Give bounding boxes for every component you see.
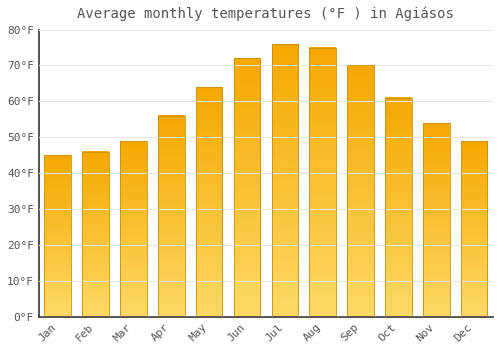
Bar <box>423 123 450 317</box>
Bar <box>44 155 71 317</box>
Bar <box>310 48 336 317</box>
Bar <box>348 65 374 317</box>
Bar <box>272 44 298 317</box>
Bar <box>120 141 146 317</box>
Bar <box>196 87 222 317</box>
Bar <box>234 58 260 317</box>
Bar <box>385 98 411 317</box>
Bar <box>82 152 109 317</box>
Bar <box>158 116 184 317</box>
Bar <box>461 141 487 317</box>
Title: Average monthly temperatures (°F ) in Agiásos: Average monthly temperatures (°F ) in Ag… <box>78 7 454 21</box>
